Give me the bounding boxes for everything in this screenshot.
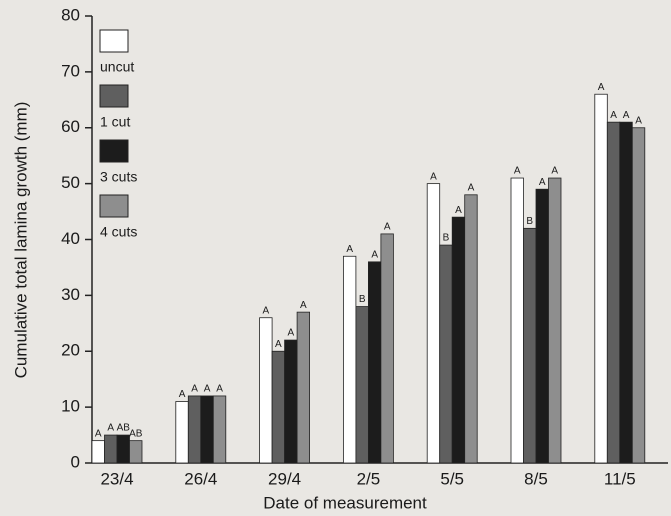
bar — [271, 350, 286, 464]
legend-label: 1 cut — [100, 114, 130, 130]
bar-letter: A — [95, 428, 102, 439]
legend-label: uncut — [100, 59, 134, 75]
bar — [619, 121, 633, 464]
bar — [296, 311, 311, 464]
bar-letter: B — [359, 294, 366, 305]
legend-label: 4 cuts — [100, 224, 137, 240]
bar — [464, 194, 478, 464]
x-axis-title: Date of measurement — [263, 493, 427, 512]
bar — [451, 216, 466, 464]
bar — [510, 177, 524, 464]
bar — [259, 317, 273, 464]
bar — [631, 127, 646, 464]
x-tick-label: 23/4 — [100, 469, 133, 488]
legend-label: 3 cuts — [100, 169, 137, 185]
bar-letter: A — [107, 423, 114, 434]
bar-letter: A — [539, 177, 546, 188]
bar — [342, 255, 357, 464]
bar-letter: A — [623, 110, 630, 121]
y-axis-title: Cumulative total lamina growth (mm) — [11, 102, 30, 379]
legend-swatch — [99, 84, 129, 108]
bar-letter: A — [635, 115, 642, 126]
y-tick-label: 60 — [61, 117, 80, 136]
legend-swatch — [99, 139, 129, 163]
bar — [594, 93, 608, 464]
legend-swatch — [99, 194, 129, 218]
x-tick-label: 26/4 — [184, 469, 217, 488]
bar — [426, 183, 441, 464]
bar — [91, 440, 105, 464]
bar-letter: AB — [117, 423, 131, 434]
bar — [367, 261, 382, 464]
bar-letter: B — [443, 233, 450, 244]
y-tick-label: 20 — [61, 341, 80, 360]
bar-letter: A — [179, 389, 186, 400]
x-tick-label: 29/4 — [268, 469, 301, 488]
y-tick-label: 70 — [61, 61, 80, 80]
bar — [175, 401, 189, 464]
x-tick-label: 8/5 — [524, 469, 548, 488]
bar-letter: A — [598, 82, 605, 93]
y-tick-label: 10 — [61, 397, 80, 416]
bar — [212, 395, 227, 464]
bar — [380, 233, 394, 464]
bar — [104, 434, 118, 464]
x-tick-label: 11/5 — [604, 469, 636, 488]
x-tick-label: 2/5 — [357, 469, 381, 488]
bar-letter: A — [455, 205, 462, 216]
bar-letter: AB — [129, 428, 143, 439]
bar-letter: A — [275, 339, 282, 350]
bar — [284, 339, 298, 464]
bar — [187, 395, 202, 464]
bar-letter: A — [204, 384, 211, 395]
y-tick-label: 30 — [61, 285, 80, 304]
bar — [606, 121, 621, 464]
bar-letter: A — [263, 305, 270, 316]
bar — [355, 306, 369, 464]
bar-letter: A — [371, 249, 378, 260]
bar — [200, 395, 214, 464]
bar — [439, 244, 453, 464]
bar-letter: A — [300, 300, 307, 311]
bar-letter: A — [384, 222, 391, 233]
bar-letter: A — [430, 171, 437, 182]
bar — [116, 434, 130, 464]
bar-letter: A — [288, 328, 295, 339]
bar-letter: B — [526, 216, 533, 227]
bar-letter: A — [346, 244, 353, 255]
bar-letter: A — [468, 182, 475, 193]
bar-letter: A — [551, 166, 558, 177]
bar-letter: A — [191, 384, 198, 395]
bar-letter: A — [216, 384, 223, 395]
bar — [535, 188, 549, 464]
bar — [548, 177, 562, 464]
bar — [523, 227, 537, 464]
y-tick-label: 0 — [71, 452, 80, 471]
y-tick-label: 40 — [61, 229, 80, 248]
legend-swatch — [99, 29, 129, 53]
bar — [129, 440, 143, 464]
x-tick-label: 5/5 — [440, 469, 464, 488]
bar-letter: A — [610, 110, 617, 121]
y-tick-label: 50 — [61, 173, 80, 192]
bar-letter: A — [514, 166, 521, 177]
y-tick-label: 80 — [61, 5, 80, 24]
